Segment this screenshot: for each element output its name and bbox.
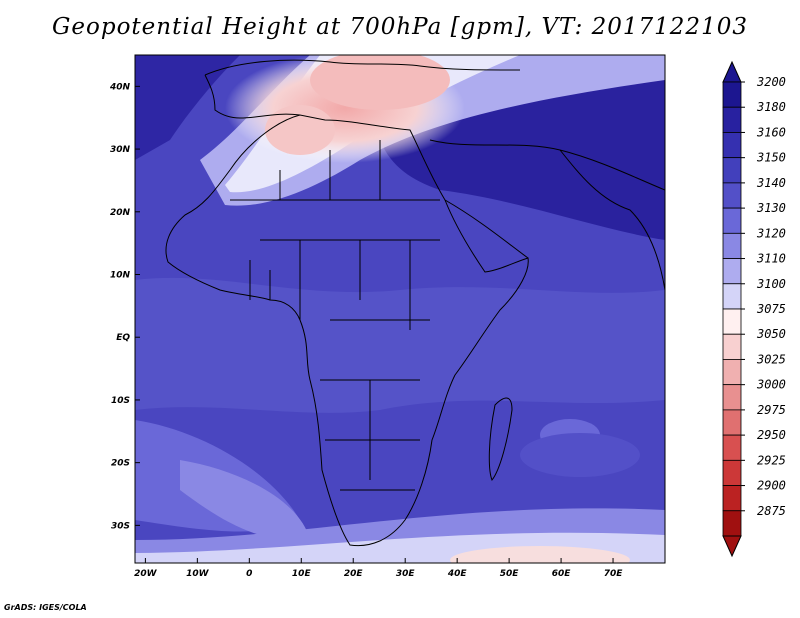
- colorbar-swatch: [722, 157, 742, 184]
- colorbar-swatch: [722, 333, 742, 360]
- lon-tick-label: 30E: [396, 569, 416, 579]
- height-field: [135, 55, 665, 563]
- colorbar-swatch: [722, 132, 742, 159]
- colorbar-label: 3000: [756, 378, 786, 392]
- colorbar-swatch: [722, 510, 742, 537]
- longitude-ticks: 20W 10W 0 10E 20E 30E 40E 50E 60E 70E: [134, 558, 623, 579]
- colorbar-label: 3160: [756, 125, 786, 139]
- colorbar-label: 3110: [756, 252, 786, 266]
- colorbar-swatch: [722, 308, 742, 335]
- colorbar-label: 3025: [756, 352, 786, 366]
- colorbar-label: 2925: [757, 453, 786, 467]
- colorbar-label: 2900: [757, 479, 786, 493]
- colorbar-label: 2975: [757, 403, 786, 417]
- colorbar-swatch: [722, 384, 742, 411]
- colorbar: 3200 3180 3160 3150 3140 3130 3120 3110 3100 3075…: [722, 60, 786, 558]
- lon-tick-label: 50E: [500, 569, 520, 579]
- lon-tick-label: 10E: [292, 569, 312, 579]
- colorbar-swatch: [722, 459, 742, 486]
- lat-tick-label: 40N: [109, 82, 131, 92]
- colorbar-top-arrow: [722, 60, 742, 83]
- latitude-ticks: 40N 30N 20N 10N EQ 10S 20S 30S: [109, 82, 140, 531]
- colorbar-swatch: [722, 485, 742, 512]
- colorbar-swatch: [722, 283, 742, 310]
- lon-tick-label: 20E: [344, 569, 364, 579]
- lat-tick-label: 10N: [110, 271, 131, 281]
- colorbar-label: 2950: [757, 428, 786, 442]
- lon-tick-label: 60E: [552, 569, 572, 579]
- colorbar-label: 3075: [756, 302, 786, 316]
- colorbar-swatch: [722, 359, 742, 386]
- lon-tick-label: 10W: [186, 569, 210, 579]
- colorbar-label: 3150: [756, 151, 786, 165]
- lon-tick-label: 0: [246, 569, 252, 579]
- lat-tick-label: EQ: [116, 333, 130, 343]
- map-title: Geopotential Height at 700hPa [gpm], VT:…: [52, 14, 748, 40]
- lat-tick-label: 20N: [110, 208, 131, 218]
- lon-tick-label: 20W: [134, 569, 158, 579]
- lon-tick-label: 70E: [604, 569, 624, 579]
- colorbar-swatch: [722, 182, 742, 209]
- lat-tick-label: 30S: [111, 521, 130, 531]
- lon-tick-label: 40E: [447, 569, 468, 579]
- lat-tick-label: 30N: [110, 145, 131, 155]
- colorbar-label: 3180: [756, 100, 786, 114]
- colorbar-bottom-arrow: [722, 535, 742, 558]
- grads-credit: GrADS: IGES/COLA: [4, 603, 87, 612]
- lat-tick-label: 20S: [111, 459, 130, 469]
- colorbar-swatch: [722, 106, 742, 133]
- colorbar-swatch: [722, 207, 742, 234]
- colorbar-label: 3100: [756, 277, 786, 291]
- lat-tick-label: 10S: [111, 396, 130, 406]
- colorbar-label: 3130: [756, 201, 786, 215]
- colorbar-swatch: [722, 434, 742, 461]
- country-outlines: [165, 59, 665, 547]
- colorbar-swatch: [722, 232, 742, 259]
- colorbar-label: 3120: [756, 226, 786, 240]
- colorbar-label: 2875: [757, 504, 786, 518]
- colorbar-label: 3200: [756, 75, 786, 89]
- colorbar-swatch: [722, 409, 742, 436]
- colorbar-swatch: [722, 81, 742, 108]
- colorbar-label: 3140: [756, 176, 786, 190]
- colorbar-label: 3050: [756, 327, 786, 341]
- colorbar-swatch: [722, 258, 742, 285]
- map-frame: [134, 54, 666, 564]
